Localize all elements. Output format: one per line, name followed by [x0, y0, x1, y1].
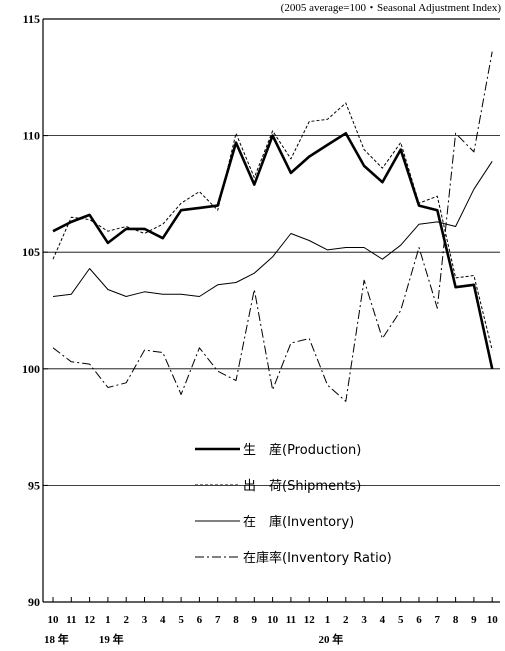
y-tick-label: 95 — [28, 478, 40, 492]
x-tick-label: 11 — [66, 614, 76, 626]
x-tick-label: 9 — [252, 614, 258, 626]
x-tick-label: 1 — [325, 614, 331, 626]
x-tick-label: 4 — [380, 614, 386, 626]
gridlines — [43, 135, 500, 486]
x-tick-label: 5 — [178, 614, 184, 626]
y-tick-labels: 90 95 100 105 110 115 — [22, 12, 40, 609]
series-lines — [52, 51, 494, 402]
year-label: 19 年 — [99, 632, 124, 646]
x-tick-label: 12 — [304, 614, 316, 626]
x-tick-label: 7 — [215, 614, 221, 626]
x-tick-label: 6 — [416, 614, 422, 626]
x-tick-label: 3 — [361, 614, 367, 626]
x-tick-label: 2 — [343, 614, 349, 626]
y-tick-label: 110 — [23, 129, 40, 143]
x-tick-label: 8 — [233, 614, 239, 626]
series-line-3 — [52, 51, 493, 402]
x-tick-labels: 10 11 12 1 2 3 4 5 6 7 8 9 10 11 12 1 2 3 4 5 6 7 8 9 10 — [48, 614, 499, 626]
legend-label-3: 在庫率(Inventory Ratio) — [243, 550, 392, 566]
x-tick-label: 9 — [471, 614, 477, 626]
x-tick-label: 10 — [267, 614, 279, 626]
y-tick-label: 105 — [22, 245, 40, 259]
series-line-2 — [52, 161, 493, 297]
series-line-0 — [52, 132, 494, 370]
axes — [42, 18, 500, 603]
y-tick-label: 100 — [22, 362, 40, 376]
x-tick-label: 2 — [123, 614, 129, 626]
x-tick-label: 10 — [48, 614, 60, 626]
legend: 生 産(Production) 出 荷(Shipments) 在 庫(Invento… — [195, 442, 392, 566]
x-tick-label: 5 — [398, 614, 404, 626]
x-tick-label: 12 — [84, 614, 96, 626]
year-labels: 18 年 19 年 20 年 — [44, 632, 343, 646]
x-tick-label: 6 — [197, 614, 203, 626]
y-tick-label: 90 — [28, 595, 40, 609]
series-line-1 — [52, 102, 493, 351]
x-tick-label: 10 — [487, 614, 499, 626]
chart-subtitle: (2005 average=100・Seasonal Adjustment In… — [281, 2, 502, 14]
x-tick-label: 4 — [160, 614, 166, 626]
x-tick-label: 1 — [105, 614, 111, 626]
x-tick-label: 7 — [435, 614, 441, 626]
year-label: 20 年 — [319, 632, 344, 646]
x-tick-label: 8 — [453, 614, 459, 626]
x-tick-label: 3 — [142, 614, 148, 626]
year-label: 18 年 — [44, 632, 69, 646]
y-tick-label: 115 — [23, 12, 40, 26]
legend-label-2: 在 庫(Inventory) — [243, 515, 354, 530]
legend-label-0: 生 産(Production) — [243, 442, 361, 458]
x-tick-label: 11 — [286, 614, 296, 626]
legend-label-1: 出 荷(Shipments) — [243, 479, 361, 494]
